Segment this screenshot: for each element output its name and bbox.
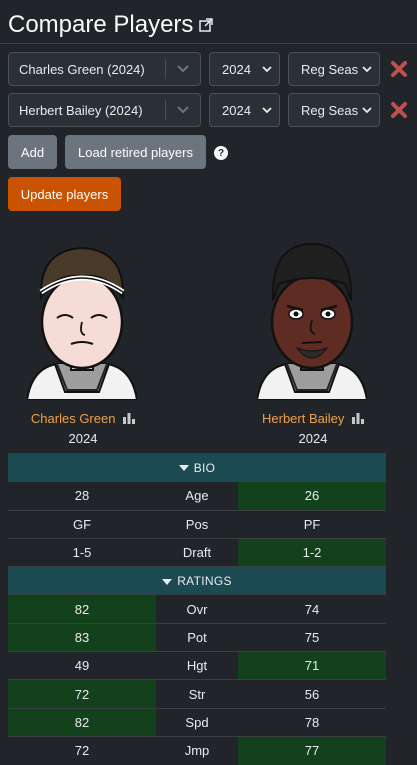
chevron-down-icon[interactable]	[166, 65, 200, 73]
player-select-value: Charles Green (2024)	[19, 61, 145, 77]
chevron-down-icon	[262, 66, 272, 73]
player-season: 2024	[68, 431, 98, 446]
player-select-value: Herbert Bailey (2024)	[19, 102, 143, 118]
add-button[interactable]: Add	[8, 135, 57, 169]
bar-chart-icon[interactable]	[123, 412, 136, 427]
page-title: Compare Players	[8, 10, 194, 38]
chevron-down-icon	[262, 107, 272, 114]
update-players-button[interactable]: Update players	[8, 177, 121, 211]
bar-chart-icon[interactable]	[352, 412, 364, 427]
player-1-value: GF	[8, 509, 156, 539]
player-2-value: 78	[238, 707, 387, 737]
stat-label: Jmp	[156, 735, 238, 765]
section-header-bio[interactable]: BIO	[8, 452, 387, 482]
stat-label: Spd	[156, 707, 238, 737]
player-1-value: 1-5	[8, 537, 156, 567]
player-2-value: 74	[238, 594, 387, 624]
player-row-2: Herbert Bailey (2024) 2024 Reg Seas	[8, 93, 411, 127]
comparison-row: 28 Age 26	[8, 481, 387, 511]
player-1-value: 72	[8, 679, 156, 709]
player-1-value: 82	[8, 594, 156, 624]
comparison-row: 49 Hgt 71	[8, 651, 387, 680]
chevron-down-icon[interactable]	[166, 106, 200, 114]
season-select-1[interactable]: 2024	[209, 52, 280, 86]
player-2-value: 1-2	[238, 537, 387, 567]
stat-label: Str	[156, 679, 238, 709]
player-2-value: 75	[238, 622, 387, 652]
player-face-2	[255, 240, 369, 401]
season-type-select-1[interactable]: Reg Seas	[288, 52, 380, 86]
caret-down-icon	[162, 578, 173, 585]
stat-label: Pot	[156, 622, 238, 652]
remove-player-icon[interactable]	[387, 57, 411, 81]
player-name-link[interactable]: Charles Green	[30, 411, 116, 426]
load-retired-button[interactable]: Load retired players	[65, 135, 206, 169]
chevron-down-icon	[362, 107, 372, 114]
player-name-link[interactable]: Herbert Bailey	[262, 411, 345, 426]
page-header: Compare Players	[0, 0, 417, 44]
player-2-value: 71	[238, 651, 387, 680]
comparison-row: 72 Jmp 77	[8, 735, 387, 765]
player-1-value: 49	[8, 651, 156, 680]
player-row-1: Charles Green (2024) 2024 Reg Seas	[8, 52, 411, 86]
comparison-row: 83 Pot 75	[8, 622, 387, 652]
stat-label: Hgt	[156, 651, 238, 680]
comparison-row: 82 Ovr 74	[8, 594, 387, 624]
player-2-value: PF	[238, 509, 387, 539]
player-card-1: Charles Green	[0, 411, 173, 427]
player-select-1[interactable]: Charles Green (2024)	[8, 52, 201, 86]
player-card-2: Herbert Bailey	[223, 411, 403, 427]
stat-label: Age	[156, 481, 238, 511]
stat-label: Draft	[156, 537, 238, 567]
comparison-row: 1-5 Draft 1-2	[8, 537, 387, 567]
comparison-row: 72 Str 56	[8, 679, 387, 709]
comparison-row: GF Pos PF	[8, 509, 387, 539]
comparison-row: 82 Spd 78	[8, 707, 387, 737]
player-1-value: 83	[8, 622, 156, 652]
player-season: 2024	[298, 431, 328, 446]
comparison-table: BIO 28 Age 26 GF Pos PF 1-5 Draft 1-2 RATINGS 82…	[8, 452, 387, 765]
player-2-value: 77	[238, 735, 387, 765]
stat-label: Ovr	[156, 594, 238, 624]
help-icon[interactable]: ?	[214, 146, 228, 160]
stat-label: Pos	[156, 509, 238, 539]
player-2-value: 26	[238, 481, 387, 511]
player-1-value: 28	[8, 481, 156, 511]
player-select-2[interactable]: Herbert Bailey (2024)	[8, 93, 201, 127]
player-2-value: 56	[238, 679, 387, 709]
player-face-1	[25, 240, 139, 401]
caret-down-icon	[178, 465, 189, 472]
season-type-select-2[interactable]: Reg Seas	[288, 93, 380, 127]
section-header-ratings[interactable]: RATINGS	[8, 566, 387, 595]
player-1-value: 72	[8, 735, 156, 765]
external-link-icon[interactable]	[199, 17, 214, 32]
player-1-value: 82	[8, 707, 156, 737]
season-select-2[interactable]: 2024	[209, 93, 280, 127]
chevron-down-icon	[362, 66, 372, 73]
remove-player-icon[interactable]	[387, 98, 411, 122]
